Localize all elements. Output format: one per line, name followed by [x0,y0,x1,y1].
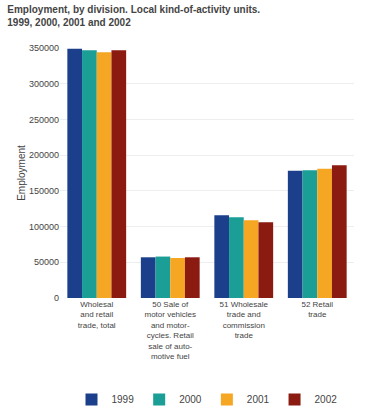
svg-text:200000: 200000 [29,150,59,160]
svg-text:50 Sale ofmotor vehiclesand mo: 50 Sale ofmotor vehiclesand motor-cycles… [144,300,196,361]
svg-text:100000: 100000 [29,222,59,232]
svg-text:Wholesaland retailtrade, total: Wholesaland retailtrade, total [78,300,116,330]
svg-text:Employment: Employment [16,145,27,201]
svg-text:1999: 1999 [112,394,135,405]
svg-text:2001: 2001 [247,394,270,405]
svg-text:250000: 250000 [29,115,59,125]
svg-text:350000: 350000 [29,43,59,53]
svg-text:2000: 2000 [179,394,202,405]
svg-text:0: 0 [54,293,59,303]
svg-text:Employment, by division. Local: Employment, by division. Local kind-of-a… [7,4,260,28]
svg-text:300000: 300000 [29,79,59,89]
svg-text:51 Wholesaletrade andcommissio: 51 Wholesaletrade andcommissiontrade [220,300,269,340]
svg-text:52 Retailtrade: 52 Retailtrade [301,300,333,319]
svg-text:50000: 50000 [34,257,59,267]
svg-text:2002: 2002 [315,394,338,405]
svg-text:150000: 150000 [29,186,59,196]
